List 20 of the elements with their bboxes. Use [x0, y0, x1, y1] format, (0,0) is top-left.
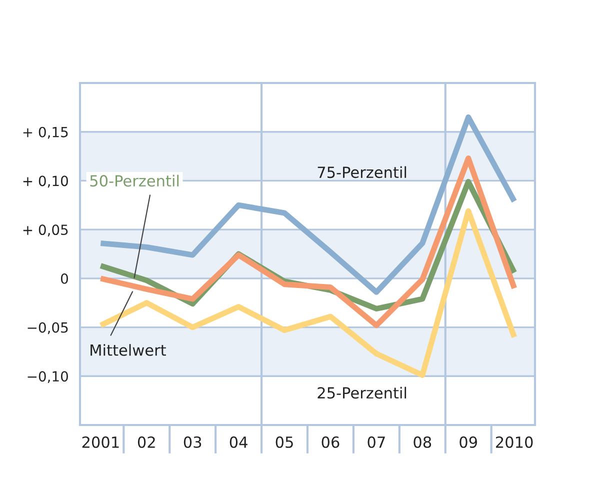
- y-tick-label: + 0,05: [23, 224, 68, 236]
- x-tick-label: 09: [460, 436, 478, 448]
- x-tick-label: 06: [322, 436, 340, 448]
- series-label: 25-Perzentil: [318, 386, 406, 399]
- y-tick-label: −0,05: [28, 322, 68, 334]
- y-tick-label: + 0,10: [23, 176, 68, 188]
- x-tick-label: 08: [414, 436, 432, 448]
- x-tick-label: 02: [138, 436, 155, 448]
- y-tick-label: + 0,15: [23, 126, 68, 139]
- x-tick-label: 2001: [82, 436, 119, 448]
- y-tick-label: 0: [60, 273, 68, 284]
- x-tick-label: 03: [184, 436, 202, 448]
- text: Mittelwert: [90, 344, 166, 356]
- x-tick-label: 05: [276, 436, 293, 448]
- x-tick-label: 04: [230, 436, 248, 448]
- y-tick-label: −0,10: [28, 371, 68, 384]
- text: 50-Perzentil: [90, 174, 179, 187]
- x-tick-label: 07: [368, 436, 385, 448]
- text: 75-Perzentil: [318, 166, 406, 178]
- x-tick-label: 2010: [496, 436, 533, 448]
